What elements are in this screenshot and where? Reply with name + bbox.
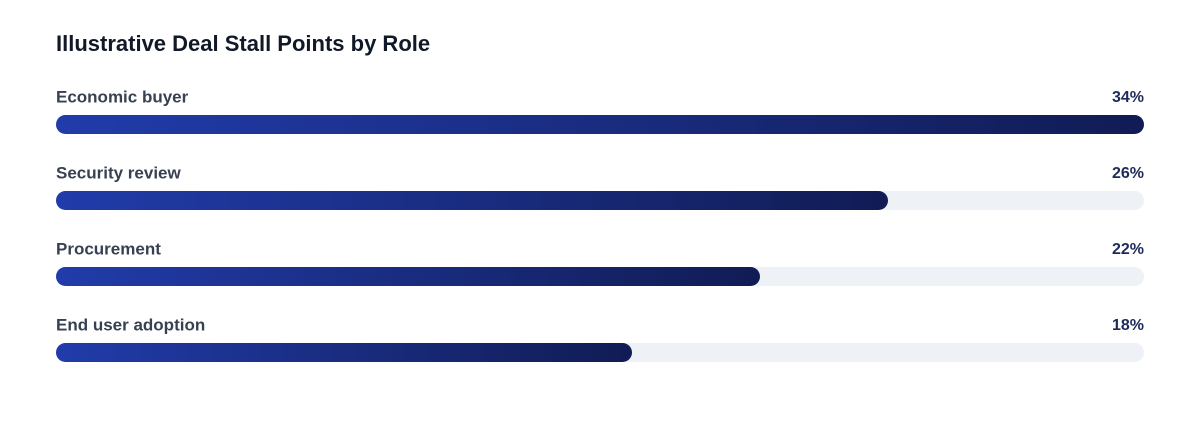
bar bbox=[56, 267, 760, 286]
category-label: End user adoption bbox=[56, 315, 205, 334]
category-label: Security review bbox=[56, 163, 182, 182]
category-label: Economic buyer bbox=[56, 87, 189, 106]
bar bbox=[56, 115, 1144, 134]
bar bbox=[56, 191, 888, 210]
value-label: 22% bbox=[1112, 241, 1144, 258]
value-label: 18% bbox=[1112, 317, 1144, 334]
bar bbox=[56, 343, 632, 362]
value-label: 34% bbox=[1112, 89, 1144, 106]
value-label: 26% bbox=[1112, 165, 1144, 182]
chart-title: Illustrative Deal Stall Points by Role bbox=[56, 31, 430, 56]
category-label: Procurement bbox=[56, 239, 161, 258]
